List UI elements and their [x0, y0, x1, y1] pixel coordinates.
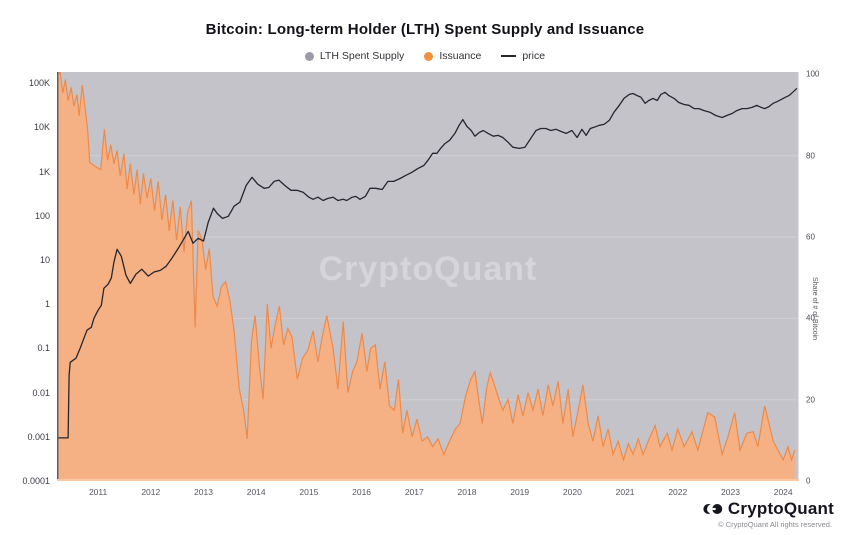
- legend-label: price: [522, 50, 546, 62]
- legend-label: Issuance: [439, 50, 482, 62]
- axis-tick-label: 0.0001: [22, 476, 50, 486]
- axis-tick-label: 0.01: [32, 387, 50, 398]
- axis-tick-label: 0.001: [27, 431, 50, 442]
- axis-tick-label: 20: [806, 395, 815, 405]
- axis-tick-label: 2016: [352, 487, 372, 497]
- axis-tick-label: 100: [34, 210, 50, 221]
- axis-tick-label: 2013: [194, 487, 213, 497]
- axis-tick-label: 2024: [773, 487, 793, 497]
- price-line: [57, 87, 798, 439]
- issuance-area: [57, 72, 795, 481]
- right-axis-title: Share of # of Bitcoin: [811, 277, 818, 341]
- footer-copyright: © CryptoQuant All rights reserved.: [718, 520, 832, 529]
- legend-label: LTH Spent Supply: [319, 50, 405, 62]
- axis-tick-label: 2014: [246, 487, 266, 497]
- axis-tick-label: 2019: [510, 487, 530, 497]
- axis-tick-label: 2018: [457, 487, 477, 497]
- plot-area: [57, 72, 799, 481]
- axis-tick-label: 100K: [28, 78, 50, 89]
- legend-item-price[interactable]: price: [501, 50, 545, 62]
- footer-brand-block: CryptoQuant © CryptoQuant All rights res…: [703, 499, 834, 529]
- chart-title: Bitcoin: Long-term Holder (LTH) Spent Su…: [205, 21, 645, 38]
- price-line-icon: [501, 55, 517, 57]
- axis-tick-label: 2012: [141, 487, 161, 497]
- issuance-dot-icon: [424, 51, 434, 61]
- axis-tick-label: 0.1: [37, 343, 50, 354]
- legend-item-lth-spent-supply[interactable]: LTH Spent Supply: [304, 50, 405, 62]
- axis-tick-label: 10: [39, 254, 50, 265]
- legend-item-issuance[interactable]: Issuance: [424, 50, 481, 62]
- axis-tick-label: 2017: [404, 487, 424, 497]
- axis-tick-label: 10K: [33, 122, 50, 133]
- axis-tick-label: 80: [806, 151, 815, 161]
- axis-tick-label: 1: [44, 299, 50, 310]
- chart-legend: LTH Spent Supply Issuance price: [0, 50, 850, 62]
- axis-tick-label: 2021: [615, 487, 635, 497]
- issuance-outline: [57, 72, 796, 463]
- chart-svg: [57, 72, 799, 481]
- axis-tick-label: 40: [806, 313, 815, 323]
- cryptoquant-logo-icon: [703, 504, 723, 514]
- axis-tick-label: 100: [806, 69, 820, 79]
- lth-spent-supply-dot-icon: [304, 51, 314, 61]
- axis-tick-label: 1K: [38, 166, 50, 177]
- axis-tick-label: 2020: [562, 487, 582, 497]
- axis-tick-label: 2015: [299, 487, 319, 497]
- footer-brand-name: CryptoQuant: [727, 499, 834, 518]
- axis-tick-label: 2023: [721, 487, 740, 497]
- axis-tick-label: 60: [806, 232, 815, 242]
- axis-tick-label: 0: [806, 476, 811, 486]
- axis-tick-label: 2011: [88, 487, 108, 497]
- axis-tick-label: 2022: [668, 487, 688, 497]
